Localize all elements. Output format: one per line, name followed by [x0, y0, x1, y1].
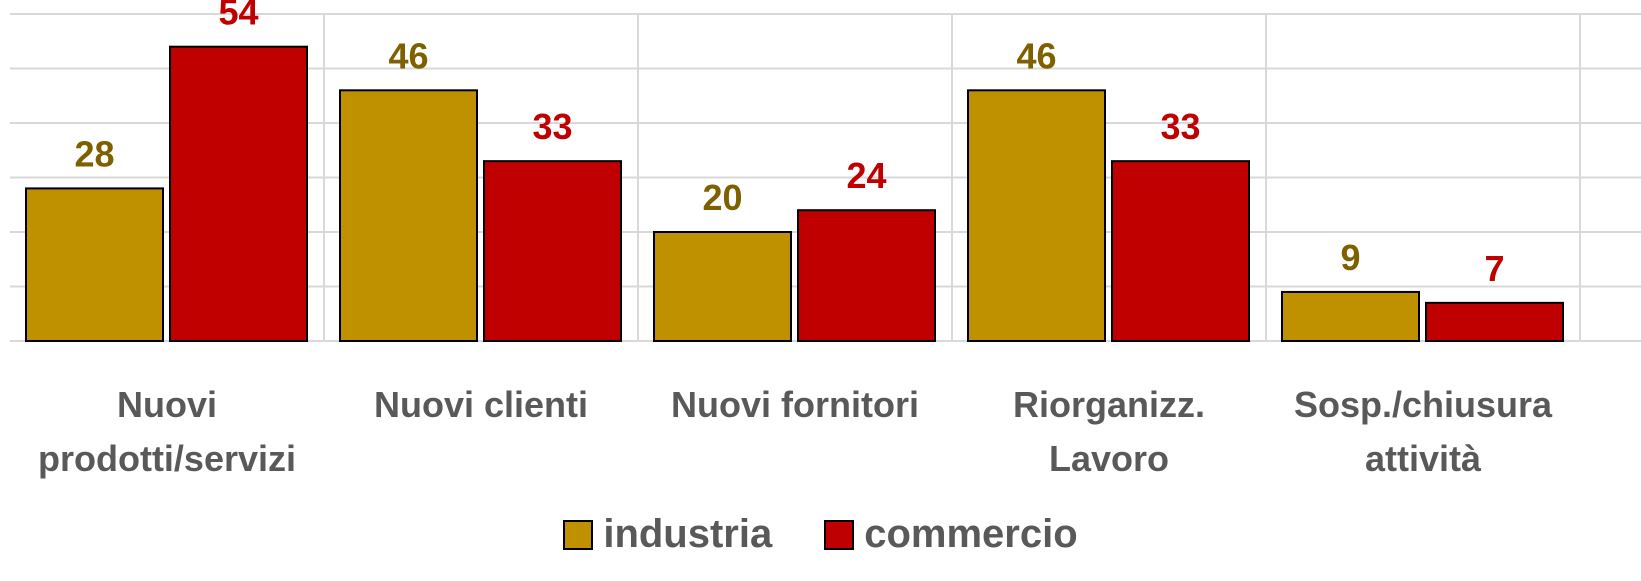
bar — [483, 160, 622, 342]
data-label: 24 — [846, 155, 886, 196]
legend-swatch — [824, 519, 855, 550]
legend-label: commercio — [864, 512, 1078, 556]
data-label: 20 — [702, 177, 742, 218]
x-tick-label: Nuovi clienti — [373, 384, 589, 425]
legend-item: industria — [563, 512, 772, 557]
data-label: 9 — [1340, 237, 1360, 278]
data-label: 46 — [388, 35, 428, 76]
legend: industria commercio — [0, 512, 1641, 557]
bar — [25, 187, 164, 342]
bar — [1281, 290, 1420, 343]
data-label: 28 — [74, 133, 114, 174]
data-label: 33 — [532, 106, 572, 147]
legend-label: industria — [603, 512, 773, 556]
bar — [169, 45, 308, 342]
x-tick-label: Riorganizz. Lavoro — [1012, 384, 1205, 479]
bar — [967, 89, 1106, 342]
bar — [653, 231, 792, 342]
x-tick-label: Sosp./chiusura attività — [1293, 384, 1553, 479]
data-label: 46 — [1016, 35, 1056, 76]
data-label: 7 — [1484, 248, 1504, 289]
legend-item: commercio — [824, 512, 1078, 557]
bar — [1111, 160, 1250, 342]
data-label: 33 — [1160, 106, 1200, 147]
legend-swatch — [563, 519, 594, 550]
bar — [1425, 301, 1564, 343]
bar — [339, 89, 478, 342]
data-label: 54 — [218, 0, 258, 33]
x-tick-label: Nuovi prodotti/servizi — [37, 384, 297, 479]
x-tick-label: Nuovi fornitori — [671, 384, 919, 425]
bar — [797, 209, 936, 342]
